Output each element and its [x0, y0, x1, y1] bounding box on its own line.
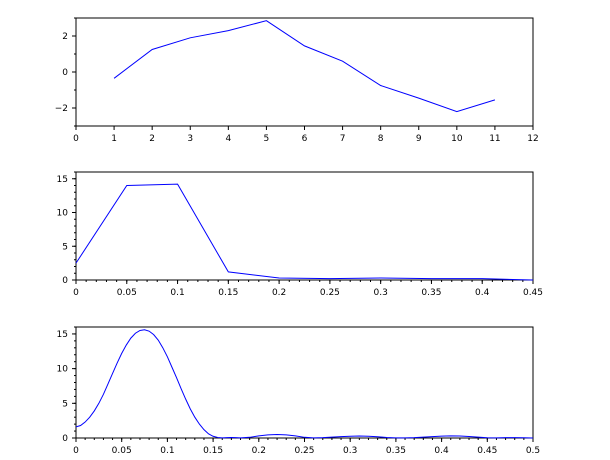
x-tick-label-bottom: 0 — [73, 446, 79, 456]
x-tick-label-top: 9 — [416, 134, 422, 144]
x-tick-label-middle: 0.1 — [170, 288, 184, 298]
series-line-bottom — [75, 329, 534, 439]
x-tick-label-bottom: 0.2 — [252, 446, 266, 456]
x-tick-label-bottom: 0.05 — [112, 446, 132, 456]
x-tick-label-top: 7 — [340, 134, 346, 144]
x-tick-label-middle: 0.25 — [320, 288, 340, 298]
x-tick-label-top: 5 — [264, 134, 270, 144]
x-tick-label-bottom: 0.35 — [386, 446, 406, 456]
y-tick-label-middle: 5 — [62, 242, 68, 252]
x-tick-label-middle: 0.05 — [117, 288, 137, 298]
x-tick-label-top: 2 — [149, 134, 155, 144]
x-tick-label-bottom: 0.5 — [526, 446, 540, 456]
x-tick-label-top: 1 — [111, 134, 117, 144]
plot-frame-middle — [75, 171, 534, 281]
x-tick-label-bottom: 0.15 — [203, 446, 223, 456]
x-tick-label-top: 4 — [225, 134, 231, 144]
x-tick-label-middle: 0.35 — [421, 288, 441, 298]
subplot-top: 0 1 2 3 4 5 6 7 8 9 10 11 12−202 — [55, 17, 539, 144]
plot-frame-bottom — [75, 326, 534, 439]
x-tick-label-top: 3 — [187, 134, 193, 144]
y-tick-label-top: 0 — [62, 68, 68, 78]
x-tick-label-top: 10 — [451, 134, 463, 144]
x-tick-label-middle: 0 — [73, 288, 79, 298]
x-tick-label-middle: 0.15 — [218, 288, 238, 298]
y-tick-label-middle: 10 — [57, 209, 69, 219]
y-tick-label-bottom: 0 — [62, 434, 68, 444]
y-tick-label-bottom: 5 — [62, 399, 68, 409]
subplot-middle: 0 0.05 0.1 0.15 0.2 0.25 0.3 0.35 0.4 0.45 0 5 10 15 — [57, 171, 543, 298]
x-tick-label-bottom: 0.25 — [294, 446, 314, 456]
x-tick-label-middle: 0.2 — [272, 288, 286, 298]
series-line-top — [113, 20, 496, 113]
x-tick-label-middle: 0.4 — [475, 288, 490, 298]
plot-frame-top — [75, 17, 534, 127]
x-tick-label-bottom: 0.4 — [434, 446, 449, 456]
x-tick-label-top: 0 — [73, 134, 79, 144]
y-tick-label-bottom: 10 — [57, 365, 69, 375]
x-tick-label-bottom: 0.1 — [160, 446, 174, 456]
x-tick-label-middle: 0.3 — [374, 288, 388, 298]
x-tick-label-top: 12 — [527, 134, 538, 144]
x-tick-label-middle: 0.45 — [523, 288, 543, 298]
series-line-middle — [75, 183, 534, 281]
x-tick-label-bottom: 0.3 — [343, 446, 357, 456]
x-tick-label-top: 8 — [378, 134, 384, 144]
x-tick-label-top: 11 — [489, 134, 500, 144]
y-tick-label-top: −2 — [55, 104, 68, 114]
y-tick-label-top: 2 — [62, 32, 68, 42]
x-tick-label-bottom: 0.45 — [477, 446, 497, 456]
y-tick-label-middle: 0 — [62, 276, 68, 286]
x-tick-label-top: 6 — [302, 134, 308, 144]
y-tick-label-bottom: 15 — [57, 330, 68, 340]
subplot-bottom: 0 0.05 0.1 0.15 0.2 0.25 0.3 0.35 0.4 0.45 0.5 0 5 10… — [57, 326, 540, 456]
y-tick-label-middle: 15 — [57, 175, 68, 185]
